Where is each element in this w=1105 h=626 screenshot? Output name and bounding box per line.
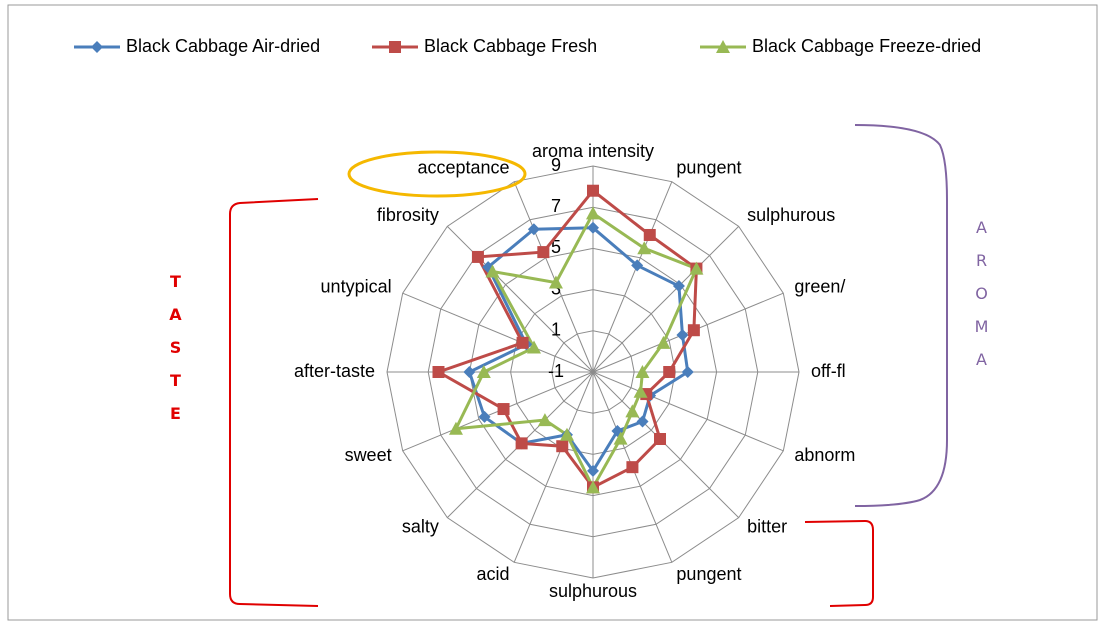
data-point: [515, 437, 528, 450]
spoke: [592, 371, 784, 452]
data-point: [537, 246, 550, 259]
data-point: [672, 280, 685, 293]
data-point: [448, 421, 463, 435]
legend-marker: [389, 41, 401, 53]
data-point: [485, 264, 500, 278]
data-point: [527, 340, 542, 354]
taste-bracket: [229, 198, 319, 607]
category-label: sulphurous: [549, 581, 637, 601]
data-point: [654, 433, 667, 446]
data-point: [631, 259, 644, 272]
data-point: [635, 365, 650, 378]
spoke: [513, 371, 594, 563]
category-label: untypical: [321, 277, 392, 297]
data-point: [527, 223, 540, 236]
category-label: pungent: [676, 157, 741, 177]
data-point: [626, 461, 639, 474]
legend-label: Black Cabbage Fresh: [424, 36, 597, 56]
data-point: [559, 427, 574, 441]
legend-marker: [91, 41, 103, 53]
category-label: aroma intensity: [532, 141, 654, 161]
data-point: [478, 410, 491, 423]
legend-marker: [716, 40, 730, 53]
chart-frame: [7, 4, 1098, 621]
data-point: [432, 366, 445, 378]
data-point: [587, 184, 599, 197]
data-point: [676, 328, 689, 341]
data-point: [656, 335, 671, 349]
aroma-annotation: AROMA: [972, 218, 991, 383]
category-label: bitter: [747, 516, 787, 536]
category-label: acid: [477, 564, 510, 584]
data-point: [663, 366, 676, 378]
category-label: salty: [402, 516, 439, 536]
category-label: abnorm: [794, 445, 855, 465]
data-point: [643, 228, 656, 241]
data-point: [537, 413, 552, 427]
category-label: off-fl: [811, 361, 846, 381]
data-point: [586, 206, 600, 220]
data-point: [497, 403, 510, 416]
y-tick-label: 5: [551, 237, 561, 257]
spoke: [402, 292, 594, 373]
category-label: green/: [794, 277, 845, 297]
data-point: [587, 221, 599, 234]
data-point: [548, 275, 563, 289]
category-label: fibrosity: [377, 205, 439, 225]
taste-annotation: TASTE: [166, 272, 185, 437]
data-point: [587, 464, 599, 477]
data-point: [463, 366, 476, 378]
category-label: sweet: [345, 445, 392, 465]
data-point: [687, 324, 700, 337]
data-point: [516, 336, 529, 349]
y-tick-label: 7: [551, 196, 561, 216]
taste-bracket-right: [804, 519, 874, 607]
highlight-ellipse: [347, 150, 527, 198]
spoke: [592, 225, 740, 373]
data-point: [633, 384, 648, 398]
legend-label: Black Cabbage Freeze-dried: [752, 36, 981, 56]
plot-area: -113579aroma intensitypungentsulphurousg…: [294, 141, 855, 601]
data-point: [476, 365, 491, 378]
y-tick-label: 1: [551, 320, 561, 340]
category-label: sulphurous: [747, 205, 835, 225]
data-point: [636, 415, 649, 428]
data-point: [637, 241, 652, 255]
data-point: [586, 480, 600, 494]
y-tick-label: 9: [551, 155, 561, 175]
y-tick-label: -1: [548, 361, 564, 381]
spoke: [446, 225, 594, 373]
data-point: [471, 250, 484, 263]
spoke: [592, 181, 673, 373]
data-point: [556, 440, 569, 453]
data-point: [681, 366, 694, 378]
data-point: [689, 261, 704, 275]
legend-label: Black Cabbage Air-dried: [126, 36, 320, 56]
spoke: [513, 181, 594, 373]
aroma-bracket: [854, 124, 948, 507]
category-label: pungent: [676, 564, 741, 584]
category-label: after-taste: [294, 361, 375, 381]
data-point: [625, 404, 640, 418]
category-label: acceptance: [417, 157, 509, 177]
data-point: [613, 431, 628, 445]
